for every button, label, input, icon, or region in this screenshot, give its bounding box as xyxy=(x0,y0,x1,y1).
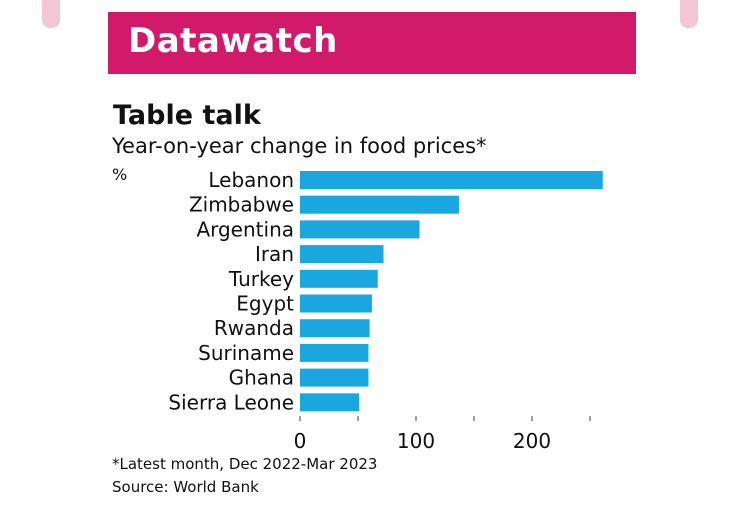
x-tick-label: 100 xyxy=(397,429,435,453)
background-edge-left xyxy=(42,0,60,28)
chart-subtitle: Year-on-year change in food prices* xyxy=(112,134,487,158)
bar-sierra-leone xyxy=(300,393,360,412)
bar-suriname xyxy=(300,343,369,362)
bar-egypt xyxy=(300,294,372,313)
category-label: Suriname xyxy=(198,341,294,365)
background-edge-right xyxy=(680,0,698,28)
x-tick-label: 200 xyxy=(513,429,551,453)
chart-title: Table talk xyxy=(113,100,261,131)
category-label: Rwanda xyxy=(214,316,294,340)
category-label: Turkey xyxy=(228,267,294,291)
unit-label: % xyxy=(112,165,128,184)
x-tick-label: 0 xyxy=(294,429,307,453)
category-label: Zimbabwe xyxy=(189,193,294,217)
footnote: *Latest month, Dec 2022-Mar 2023 xyxy=(112,455,378,473)
bar-zimbabwe xyxy=(300,195,459,214)
category-label: Ghana xyxy=(229,366,294,390)
bar-lebanon xyxy=(300,171,603,189)
category-label: Iran xyxy=(255,242,294,266)
bar-turkey xyxy=(300,269,378,288)
category-label: Lebanon xyxy=(208,168,294,192)
source-note: Source: World Bank xyxy=(112,478,259,496)
category-label: Egypt xyxy=(236,292,294,316)
category-label: Argentina xyxy=(196,217,294,241)
banner-title: Datawatch xyxy=(128,21,338,61)
category-label: Sierra Leone xyxy=(168,390,294,414)
bar-iran xyxy=(300,245,384,264)
bar-ghana xyxy=(300,368,369,387)
bar-rwanda xyxy=(300,319,370,338)
header-banner: Datawatch xyxy=(108,12,636,74)
bar-argentina xyxy=(300,220,420,239)
